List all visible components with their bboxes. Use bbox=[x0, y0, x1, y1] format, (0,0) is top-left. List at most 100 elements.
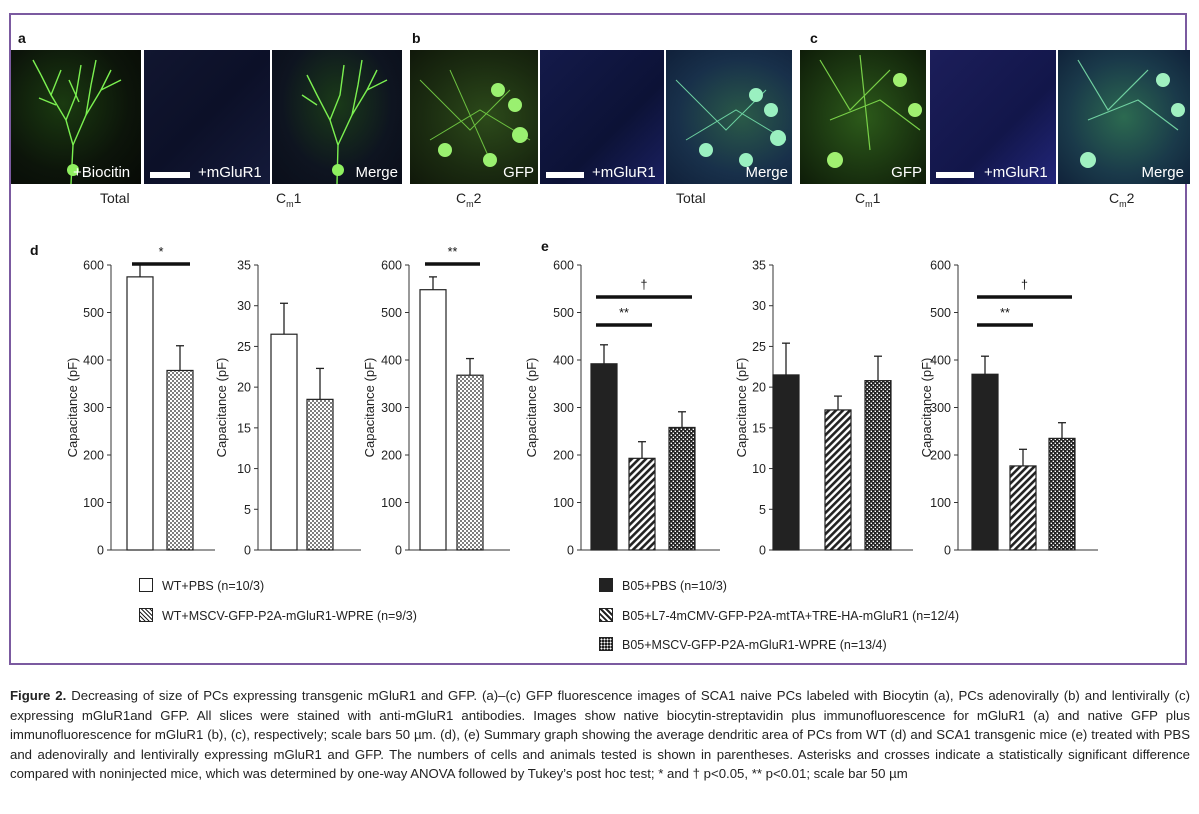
significance-label: ** bbox=[448, 245, 458, 259]
panel-label-d: d bbox=[30, 242, 39, 258]
legend-item bbox=[599, 578, 613, 592]
y-tick-label: 500 bbox=[553, 306, 574, 320]
figure-caption: Figure 2. Decreasing of size of PCs expr… bbox=[10, 686, 1190, 784]
micrograph-a-biocytin: +Biocitin bbox=[11, 50, 141, 184]
y-tick-label: 100 bbox=[381, 496, 402, 510]
y-tick-label: 30 bbox=[752, 299, 766, 313]
bar bbox=[864, 380, 892, 551]
legend-item bbox=[599, 637, 613, 651]
bar bbox=[668, 426, 696, 551]
legend-label: WT+MSCV-GFP-P2A-mGluR1-WPRE (n=9/3) bbox=[162, 609, 417, 623]
y-tick-label: 300 bbox=[930, 401, 951, 415]
overlay-label: GFP bbox=[503, 164, 534, 181]
y-tick-label: 600 bbox=[381, 259, 402, 273]
y-tick-label: 300 bbox=[83, 401, 104, 415]
panel-label-b: b bbox=[412, 30, 421, 46]
bar bbox=[126, 276, 154, 551]
y-tick-label: 15 bbox=[237, 421, 251, 435]
y-axis-label: Capacitance (pF) bbox=[214, 358, 229, 458]
y-tick-label: 20 bbox=[752, 381, 766, 395]
y-tick-label: 10 bbox=[752, 462, 766, 476]
y-tick-label: 500 bbox=[83, 306, 104, 320]
sublabel-total: Total bbox=[100, 190, 130, 206]
y-tick-label: 400 bbox=[553, 354, 574, 368]
y-tick-label: 0 bbox=[97, 544, 104, 558]
bar bbox=[456, 374, 484, 551]
bar bbox=[971, 373, 999, 551]
bar bbox=[772, 374, 800, 551]
y-tick-label: 300 bbox=[381, 401, 402, 415]
sublabel-total: Total bbox=[676, 190, 706, 206]
figure-frame bbox=[9, 13, 1187, 665]
overlay-label: GFP bbox=[891, 164, 922, 181]
legend-label: B05+L7-4mCMV-GFP-P2A-mtTA+TRE-HA-mGluR1 … bbox=[622, 609, 960, 623]
y-tick-label: 15 bbox=[752, 421, 766, 435]
y-tick-label: 0 bbox=[244, 544, 251, 558]
caption-text: Decreasing of size of PCs expressing tra… bbox=[10, 688, 1190, 781]
sublabel-cm1: Cm1 bbox=[855, 190, 881, 209]
y-tick-label: 400 bbox=[930, 354, 951, 368]
bar bbox=[824, 409, 852, 551]
y-tick-label: 500 bbox=[930, 306, 951, 320]
overlay-label: Merge bbox=[355, 164, 398, 181]
overlay-label: +Biocitin bbox=[73, 164, 131, 181]
panel-label-e: e bbox=[541, 238, 549, 254]
micrograph-b-merge: Merge bbox=[666, 50, 792, 184]
y-axis-label: Capacitance (pF) bbox=[734, 358, 749, 458]
y-tick-label: 35 bbox=[237, 259, 251, 273]
micrograph-c-gfp: GFP bbox=[800, 50, 926, 184]
y-tick-label: 0 bbox=[944, 544, 951, 558]
legend-item bbox=[139, 578, 153, 592]
y-tick-label: 600 bbox=[83, 259, 104, 273]
y-tick-label: 35 bbox=[752, 259, 766, 273]
y-tick-label: 600 bbox=[930, 259, 951, 273]
bar bbox=[419, 289, 447, 551]
purkinje-cell-drawing bbox=[32, 59, 122, 184]
gfp-cells-drawing bbox=[419, 69, 531, 167]
overlay-label: +mGluR1 bbox=[592, 164, 656, 181]
overlay-label: Merge bbox=[745, 164, 788, 181]
significance-label: * bbox=[159, 245, 164, 259]
significance-label: † bbox=[1021, 278, 1028, 292]
bar bbox=[1048, 437, 1076, 551]
overlay-label: +mGluR1 bbox=[198, 164, 262, 181]
y-tick-label: 30 bbox=[237, 299, 251, 313]
significance-label: ** bbox=[619, 306, 629, 320]
y-tick-label: 5 bbox=[244, 503, 251, 517]
y-tick-label: 200 bbox=[381, 449, 402, 463]
y-axis-label: Capacitance (pF) bbox=[919, 358, 934, 458]
merge-cells-drawing bbox=[675, 79, 787, 167]
y-tick-label: 400 bbox=[381, 354, 402, 368]
y-tick-label: 200 bbox=[83, 449, 104, 463]
y-axis-label: Capacitance (pF) bbox=[524, 358, 539, 458]
micrograph-a-merge: Merge bbox=[272, 50, 402, 184]
gfp-cells-drawing bbox=[819, 54, 922, 168]
micrograph-c-merge: Merge bbox=[1058, 50, 1190, 184]
bar bbox=[590, 363, 618, 551]
legend-label: WT+PBS (n=10/3) bbox=[162, 579, 265, 593]
sublabel-cm2: Cm2 bbox=[456, 190, 482, 209]
micrograph-c-mglur1: +mGluR1 bbox=[930, 50, 1056, 184]
scale-bar bbox=[150, 172, 190, 178]
panel-label-a: a bbox=[18, 30, 26, 46]
y-tick-label: 200 bbox=[553, 449, 574, 463]
overlay-label: Merge bbox=[1141, 164, 1184, 181]
bar bbox=[306, 398, 334, 551]
bar bbox=[628, 457, 656, 551]
significance-label: ** bbox=[1000, 306, 1010, 320]
legend-item bbox=[139, 608, 153, 622]
overlay-label: +mGluR1 bbox=[984, 164, 1048, 181]
merge-cells-drawing bbox=[1077, 59, 1185, 168]
legend-item bbox=[599, 608, 613, 622]
bar bbox=[166, 369, 194, 551]
y-tick-label: 400 bbox=[83, 354, 104, 368]
scale-bar bbox=[546, 172, 584, 178]
micrograph-a-mglur1: +mGluR1 bbox=[144, 50, 270, 184]
y-tick-label: 500 bbox=[381, 306, 402, 320]
y-tick-label: 100 bbox=[930, 496, 951, 510]
y-axis-label: Capacitance (pF) bbox=[65, 358, 80, 458]
y-tick-label: 0 bbox=[395, 544, 402, 558]
sublabel-cm2: Cm2 bbox=[1109, 190, 1135, 209]
significance-label: † bbox=[641, 278, 648, 292]
